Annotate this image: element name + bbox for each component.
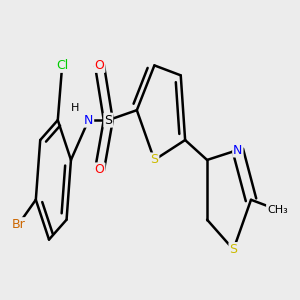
Text: Br: Br xyxy=(11,218,25,231)
Text: O: O xyxy=(94,59,104,72)
Text: S: S xyxy=(104,114,112,127)
Text: S: S xyxy=(150,154,158,166)
Text: CH₃: CH₃ xyxy=(267,205,288,215)
Text: S: S xyxy=(230,243,237,256)
Text: Cl: Cl xyxy=(56,59,68,72)
Text: O: O xyxy=(94,164,104,176)
Text: N: N xyxy=(233,143,242,157)
Text: H: H xyxy=(71,103,79,113)
Text: N: N xyxy=(84,114,93,127)
